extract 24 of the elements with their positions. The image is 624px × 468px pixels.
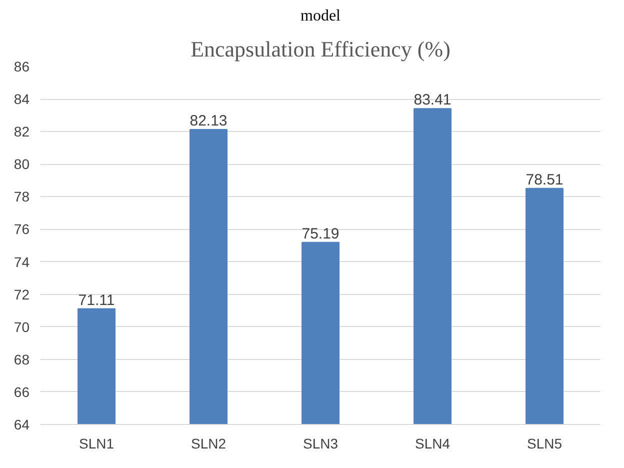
y-tick-label: 86 — [14, 58, 30, 74]
y-tick-label: 68 — [14, 351, 30, 368]
y-tick-label: 72 — [14, 286, 30, 302]
x-tick-label: SLN3 — [302, 436, 338, 452]
x-tick-label: SLN2 — [190, 436, 226, 452]
data-label: 75.19 — [302, 225, 340, 242]
y-tick-label: 74 — [14, 254, 30, 270]
text: model — [300, 8, 342, 24]
chart-title: Encapsulation Efficiency (%) — [190, 36, 450, 62]
y-tick-label: 76 — [14, 221, 30, 238]
y-tick-label: 84 — [14, 91, 30, 108]
y-tick-label: 82 — [14, 124, 30, 140]
y-tick-label: 78 — [14, 188, 30, 205]
y-tick-label: 64 — [14, 416, 30, 432]
y-tick-label: 66 — [14, 384, 30, 400]
data-label: 82.13 — [190, 112, 228, 130]
y-tick-label: 80 — [14, 156, 30, 172]
x-tick-label: SLN1 — [78, 436, 114, 452]
y-tick-label: 70 — [14, 318, 30, 335]
data-label: 71.11 — [78, 292, 115, 309]
x-tick-label: SLN4 — [414, 436, 450, 452]
data-label: 83.41 — [414, 92, 452, 109]
data-label: 78.51 — [526, 171, 564, 188]
x-tick-label: SLN5 — [526, 436, 562, 452]
